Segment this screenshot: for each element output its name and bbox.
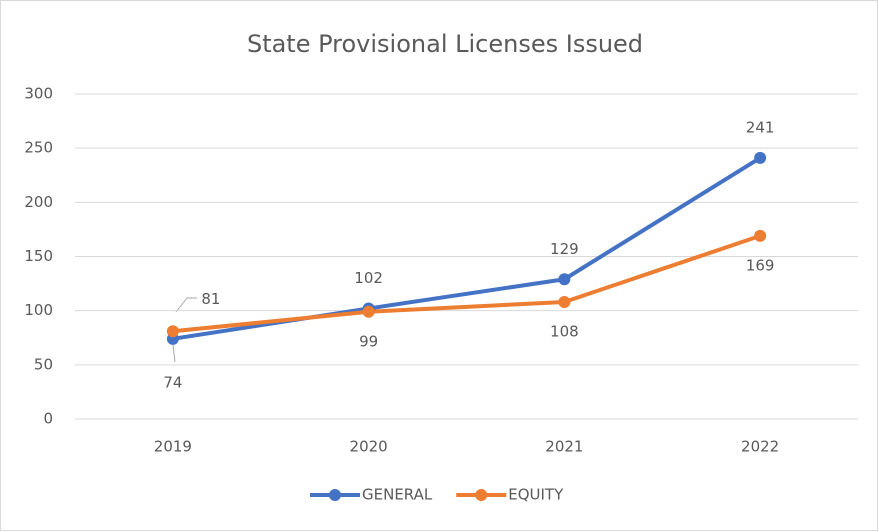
- legend-label: EQUITY: [508, 486, 564, 504]
- point: [362, 305, 375, 318]
- x-tick-label: 2019: [154, 438, 192, 456]
- data-label: 108: [550, 323, 579, 341]
- leader-line: [175, 297, 188, 313]
- point: [754, 229, 767, 242]
- y-tick-label: 300: [24, 85, 53, 103]
- y-tick-label: 100: [24, 301, 53, 319]
- data-label: 241: [746, 118, 775, 136]
- line-series: [172, 234, 761, 334]
- legend-marker: [475, 489, 488, 501]
- data-label: 102: [354, 269, 383, 287]
- x-tick-label: 2022: [741, 438, 779, 456]
- y-tick-label: 200: [24, 193, 53, 211]
- point: [558, 273, 571, 286]
- y-tick-label: 50: [34, 355, 53, 373]
- data-label: 99: [359, 332, 378, 350]
- point: [754, 151, 767, 164]
- leader-line: [172, 344, 176, 363]
- line-series: [172, 156, 762, 341]
- y-tick-label: 250: [24, 139, 53, 157]
- data-label: 129: [550, 240, 579, 258]
- x-tick-label: 2020: [350, 438, 388, 456]
- legend-marker: [329, 489, 341, 501]
- point: [558, 296, 571, 308]
- legend-label: GENERAL: [362, 486, 433, 504]
- data-label: 169: [746, 256, 775, 274]
- y-tick-label: 0: [43, 410, 53, 428]
- x-tick-label: 2021: [545, 438, 583, 456]
- chart-title: State Provisional Licenses Issued: [247, 30, 643, 58]
- data-label: 81: [201, 290, 220, 308]
- data-label: 74: [163, 373, 182, 391]
- point: [166, 325, 179, 338]
- y-tick-label: 150: [24, 247, 53, 265]
